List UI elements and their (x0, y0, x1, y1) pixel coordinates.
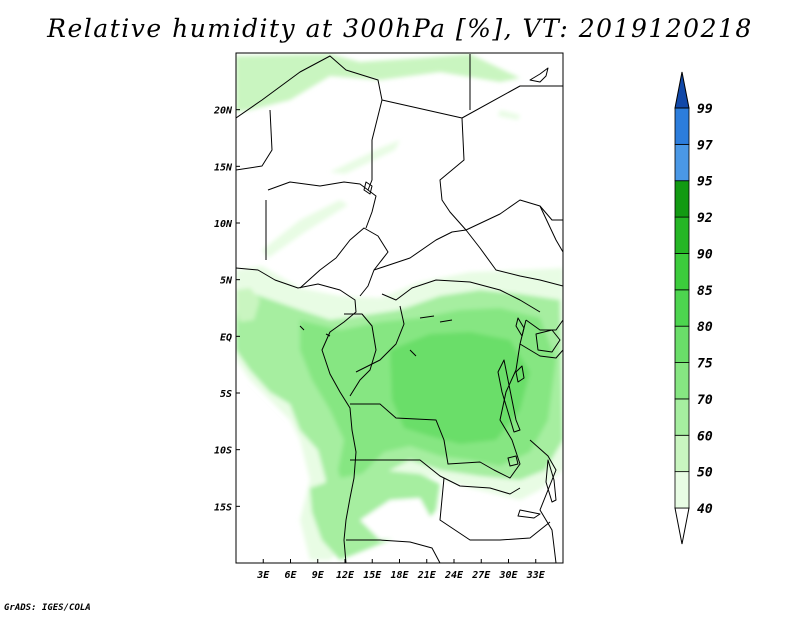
colorbar-label: 99 (697, 102, 713, 117)
coastline-west (236, 267, 357, 563)
border-sahel-1 (236, 109, 273, 171)
lake-victoria (535, 329, 561, 353)
y-tick-label: 10S (214, 446, 232, 457)
y-tick-label: 20N (213, 106, 233, 117)
border-zambia (439, 477, 551, 541)
humidity-shading (236, 54, 563, 560)
x-tick-label: 30E (498, 570, 518, 581)
colorbar-swatch (674, 434, 690, 473)
colorbar-label: 85 (697, 284, 713, 299)
humidity-streak-1 (330, 140, 400, 174)
colorbar-label: 60 (697, 429, 713, 444)
colorbar-swatch (674, 289, 690, 327)
colorbar-swatch (674, 471, 690, 509)
border-ethiopia (539, 205, 563, 221)
border-car-south (381, 279, 541, 313)
x-tick-label: 12E (336, 570, 355, 581)
x-tick-label: 27E (471, 570, 491, 581)
border-east-2 (519, 343, 563, 359)
lake-kariba (517, 509, 541, 519)
border-east-1 (525, 319, 563, 331)
x-tick-label: 3E (256, 570, 270, 581)
colorbar-max-arrow (674, 71, 690, 109)
humidity-streak-3 (498, 110, 520, 120)
x-tick-label: 24E (444, 570, 464, 581)
colorbar-label: 70 (697, 393, 713, 408)
credit-text: GrADS: IGES/COLA (4, 603, 91, 613)
y-axis-ticks: 20N 15N 10N 5N EQ 5S 10S 15S (213, 106, 240, 513)
colorbar-swatch (674, 143, 690, 182)
lake-mweru (507, 455, 519, 467)
y-tick-label: 15N (214, 162, 233, 173)
border-sudan (465, 199, 563, 253)
colorbar-swatch (674, 216, 690, 254)
border-drc-2 (350, 319, 527, 479)
border-drc-1 (355, 305, 405, 373)
colorbar-label: 75 (697, 357, 713, 372)
border-sahel-2 (267, 181, 377, 229)
y-tick-label: 15S (214, 502, 232, 513)
colorbar-label: 97 (697, 138, 713, 153)
lake-kivu (515, 365, 525, 383)
y-tick-label: EQ (220, 332, 232, 343)
y-tick-label: 10N (214, 219, 233, 230)
border-angola-1 (350, 459, 521, 495)
border-north-2 (381, 99, 467, 231)
colorbar-swatch (674, 362, 690, 400)
colorbar-swatch (674, 398, 690, 436)
river-congo-marks (299, 315, 453, 357)
y-tick-label: 5N (220, 276, 233, 287)
border-nigeria (265, 200, 389, 297)
map-title: Relative humidity at 300hPa [%], VT: 201… (47, 14, 753, 43)
colorbar-label: 80 (697, 320, 713, 335)
colorbar-swatch (674, 325, 690, 363)
coastlines-and-borders (236, 54, 563, 563)
x-tick-label: 6E (284, 570, 297, 581)
lake-chad (363, 181, 373, 195)
border-chad-car (373, 229, 563, 287)
border-congo (344, 313, 377, 397)
x-tick-label: 9E (312, 570, 325, 581)
x-tick-label: 33E (526, 570, 546, 581)
humidity-hole-south (360, 498, 432, 540)
colorbar-label: 90 (697, 247, 713, 262)
x-axis-ticks: 3E 6E 9E 12E 15E 18E 21E 24E 27E 30E 33E (256, 559, 546, 581)
colorbar-swatch (674, 180, 690, 218)
border-angola-2 (346, 539, 441, 563)
humidity-streak-2 (262, 200, 348, 258)
colorbar-label: 40 (697, 502, 713, 517)
border-north-3 (461, 85, 563, 119)
border-north-1 (236, 55, 383, 191)
x-tick-label: 21E (417, 570, 437, 581)
red-sea-coast (529, 67, 549, 83)
colorbar: 40 50 60 70 75 80 85 90 92 95 97 99 (674, 71, 713, 545)
x-tick-label: 15E (363, 570, 382, 581)
lake-malawi (545, 459, 557, 503)
humidity-area-west (236, 288, 260, 322)
x-tick-label: 18E (390, 570, 409, 581)
lake-albert (515, 317, 525, 337)
y-tick-label: 5S (220, 389, 232, 400)
colorbar-label: 95 (697, 175, 713, 190)
colorbar-swatch (674, 107, 690, 145)
colorbar-label: 50 (697, 466, 713, 481)
humidity-area-north (236, 54, 520, 112)
colorbar-swatch (674, 253, 690, 291)
colorbar-label: 92 (697, 211, 713, 226)
humidity-area-peak (390, 332, 530, 444)
lake-tanganyika (497, 359, 521, 433)
colorbar-min-arrow (674, 507, 690, 545)
